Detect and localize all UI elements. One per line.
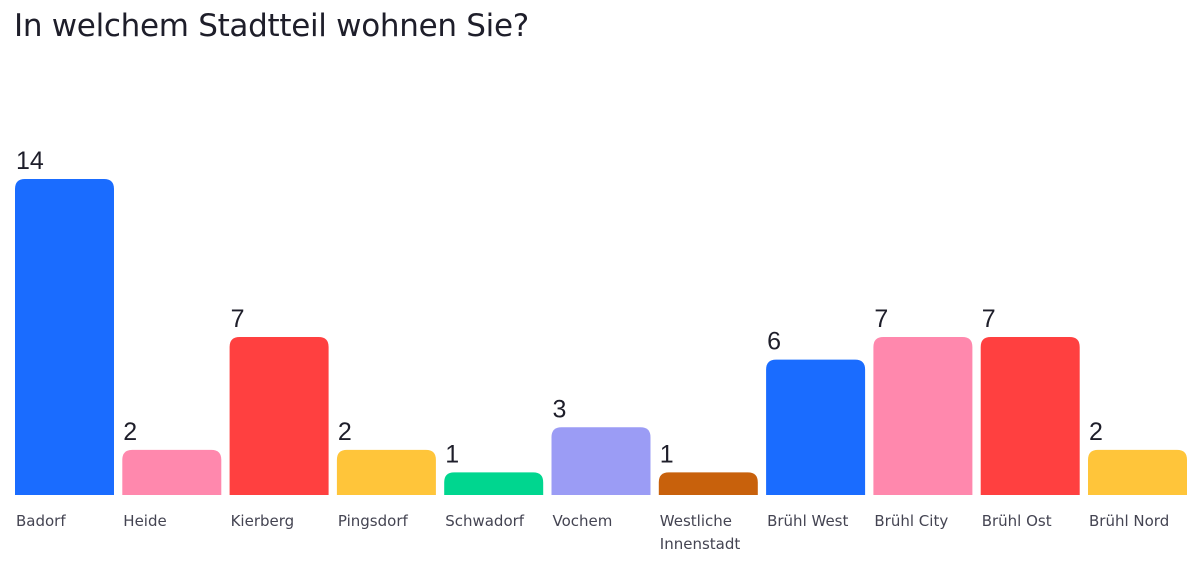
- chart-title: In welchem Stadtteil wohnen Sie?: [14, 8, 529, 44]
- category-label-bruehl-nord: Brühl Nord: [1089, 512, 1169, 530]
- value-label-bruehl-ost: 7: [982, 305, 996, 333]
- bar-kierberg: [229, 337, 329, 495]
- value-labels-group: 14 2 7 2 1 3 1 6 7 7 2: [16, 147, 1103, 468]
- value-label-heide: 2: [123, 418, 137, 446]
- value-label-vochem: 3: [553, 395, 567, 423]
- value-label-westliche-innenstadt: 1: [660, 440, 674, 468]
- bar-westliche-innenstadt: [658, 472, 758, 495]
- category-label-vochem: Vochem: [553, 512, 613, 530]
- bar-badorf: [15, 179, 114, 495]
- bar-bruehl-city: [873, 337, 973, 495]
- bar-heide: [122, 449, 222, 495]
- category-label-pingsdorf: Pingsdorf: [338, 512, 409, 530]
- category-label-bruehl-ost: Brühl Ost: [982, 512, 1052, 530]
- bar-bruehl-ost: [980, 337, 1080, 495]
- value-label-kierberg: 7: [231, 305, 245, 333]
- bar-bruehl-nord: [1088, 449, 1187, 495]
- category-label-schwadorf: Schwadorf: [445, 512, 525, 530]
- value-label-badorf: 14: [16, 147, 44, 175]
- value-label-bruehl-west: 6: [767, 328, 781, 356]
- value-label-bruehl-city: 7: [874, 305, 888, 333]
- bar-pingsdorf: [336, 449, 436, 495]
- category-label-bruehl-west: Brühl West: [767, 512, 848, 530]
- value-label-schwadorf: 1: [445, 440, 459, 468]
- category-label-westliche-innenstadt: Westliche Innenstadt: [660, 512, 741, 553]
- bar-vochem: [551, 427, 651, 495]
- value-label-pingsdorf: 2: [338, 418, 352, 446]
- category-label-kierberg: Kierberg: [231, 512, 295, 530]
- bar-bruehl-west: [766, 359, 866, 495]
- category-label-bruehl-city: Brühl City: [874, 512, 948, 530]
- category-label-heide: Heide: [123, 512, 166, 530]
- value-label-bruehl-nord: 2: [1089, 418, 1103, 446]
- bar-schwadorf: [444, 472, 544, 495]
- category-label-badorf: Badorf: [16, 512, 66, 530]
- bars-group: [15, 179, 1187, 495]
- category-labels-group: Badorf Heide Kierberg Pingsdorf Schwadorf Voc…: [16, 512, 1169, 553]
